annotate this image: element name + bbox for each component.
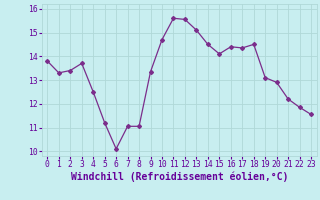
- X-axis label: Windchill (Refroidissement éolien,°C): Windchill (Refroidissement éolien,°C): [70, 172, 288, 182]
